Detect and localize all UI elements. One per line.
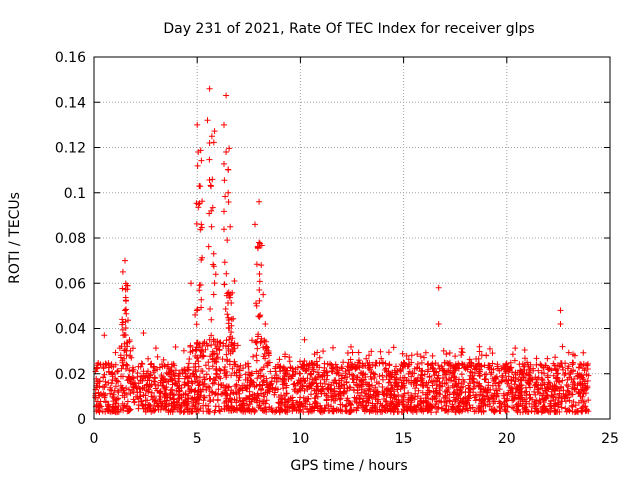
y-tick-label: 0.16: [55, 50, 86, 66]
y-tick-label: 0.08: [55, 231, 86, 247]
roti-points: [92, 85, 592, 416]
x-tick-label: 20: [498, 431, 516, 447]
y-tick-label: 0.14: [55, 95, 86, 111]
data-points: [92, 85, 592, 416]
x-tick-label: 5: [193, 431, 202, 447]
y-tick-label: 0.06: [55, 276, 86, 292]
y-tick-label: 0.04: [55, 322, 86, 338]
y-tick-label: 0: [77, 412, 86, 428]
x-axis-label: GPS time / hours: [290, 458, 407, 474]
x-tick-label: 10: [291, 431, 309, 447]
y-tick-label: 0.02: [55, 367, 86, 383]
axis-ticks: 0 5 10 15 20 25 0 0.02 0.04 0.06 0.08 0.1 0.12 0.14 0.…: [55, 50, 619, 447]
y-tick-label: 0.12: [55, 141, 86, 157]
x-tick-label: 15: [395, 431, 413, 447]
y-tick-label: 0.1: [64, 186, 86, 202]
x-tick-label: 25: [601, 431, 619, 447]
chart-title: Day 231 of 2021, Rate Of TEC Index for r…: [163, 21, 534, 37]
x-tick-label: 0: [90, 431, 99, 447]
y-axis-label: ROTI / TECUs: [7, 192, 23, 284]
